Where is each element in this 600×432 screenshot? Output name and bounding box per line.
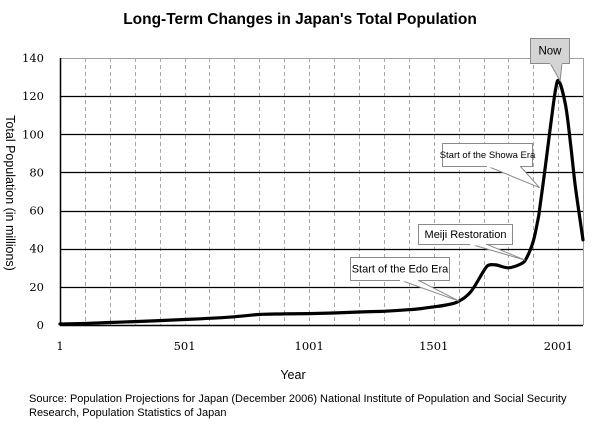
annotations: Start of the Edo Era Meiji Restoration Sta… <box>350 38 570 302</box>
y-axis-label: Total Population (in millions) <box>3 115 17 271</box>
plot-frame <box>59 58 584 327</box>
annotation-callout: Meiji Restoration <box>418 224 526 261</box>
chart-title: Long-Term Changes in Japan's Total Popul… <box>123 11 477 28</box>
x-axis-label: Year <box>280 368 305 382</box>
y-tick-label: 40 <box>29 242 44 256</box>
series-total-population <box>58 78 585 326</box>
callout-pointer <box>399 279 460 302</box>
series-line <box>58 78 585 326</box>
y-tick-label: 100 <box>22 127 44 141</box>
callout-pointer <box>469 243 526 261</box>
population-chart: Long-Term Changes in Japan's Total Popul… <box>3 11 585 382</box>
x-gridlines <box>85 58 559 325</box>
callout-box <box>418 224 513 245</box>
callout-label: Meiji Restoration <box>425 229 507 241</box>
annotation-callout: Now <box>530 38 570 83</box>
y-tick-label: 120 <box>22 89 44 103</box>
callout-pointer <box>549 62 563 83</box>
callout-label: Now <box>538 46 562 58</box>
annotation-callout: Start of the Edo Era <box>350 257 460 302</box>
y-tick-label: 0 <box>37 318 44 332</box>
callout-box <box>530 38 570 64</box>
y-gridlines <box>60 95 583 289</box>
y-tick-labels: 0 20 40 60 80 100 120 140 <box>22 51 44 332</box>
callout-label: Start of the Edo Era <box>352 263 449 275</box>
callout-label: Start of the Showa Era <box>440 150 536 161</box>
x-tick-label: 1 <box>56 339 63 353</box>
y-tick-label: 80 <box>29 165 44 179</box>
x-tick-labels: 1 501 1001 1501 2001 <box>56 339 573 353</box>
callout-pointer <box>486 165 540 189</box>
y-tick-label: 60 <box>29 204 44 218</box>
x-tick-label: 1001 <box>295 339 324 353</box>
source-note: Source: Population Projections for Japan… <box>29 393 567 419</box>
x-tick-label: 2001 <box>544 339 573 353</box>
y-tick-label: 20 <box>29 280 44 294</box>
annotation-callout: Start of the Showa Era <box>440 143 540 189</box>
x-tick-label: 1501 <box>419 339 448 353</box>
y-tick-label: 140 <box>22 51 44 65</box>
x-tick-label: 501 <box>174 339 196 353</box>
